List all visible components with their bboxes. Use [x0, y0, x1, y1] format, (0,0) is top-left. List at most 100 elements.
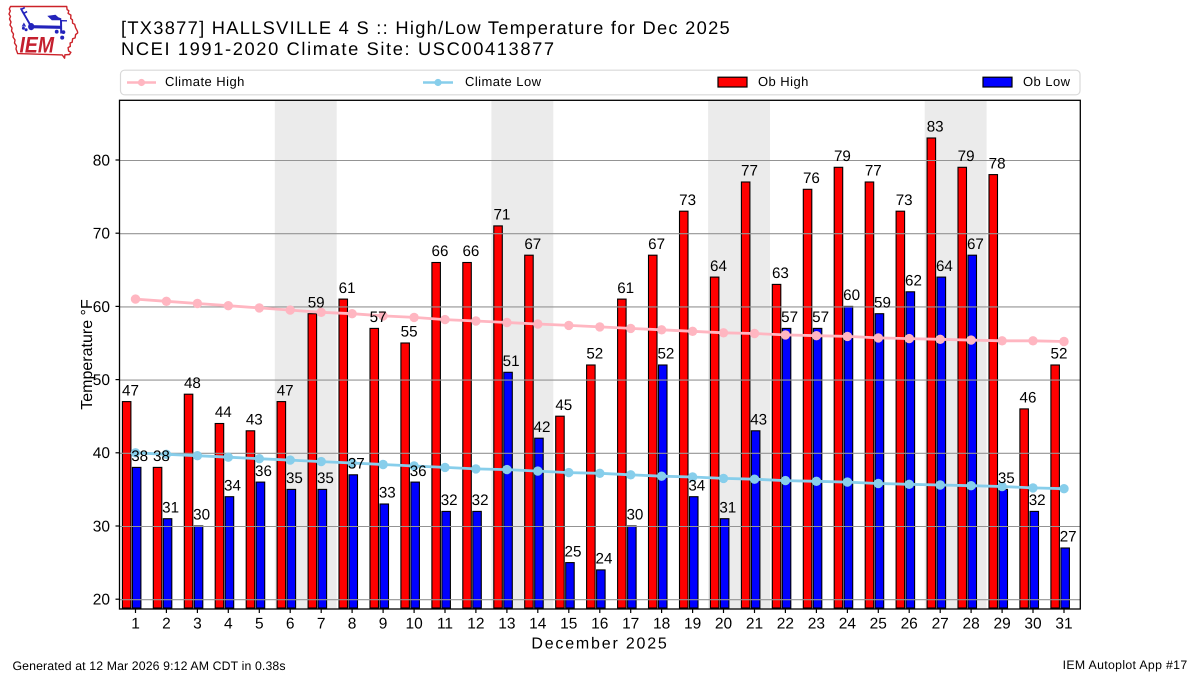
- svg-text:Generated at 12 Mar 2026 9:12: Generated at 12 Mar 2026 9:12 AM CDT in …: [13, 659, 286, 673]
- svg-text:47: 47: [122, 382, 139, 399]
- svg-text:73: 73: [679, 192, 696, 209]
- svg-text:57: 57: [812, 309, 829, 326]
- svg-text:60: 60: [93, 299, 111, 316]
- svg-text:Climate High: Climate High: [165, 74, 245, 89]
- svg-text:20: 20: [93, 592, 111, 609]
- svg-text:31: 31: [719, 499, 736, 516]
- svg-text:73: 73: [896, 192, 913, 209]
- svg-text:IEM Autoplot App #17: IEM Autoplot App #17: [1063, 658, 1188, 672]
- svg-text:28: 28: [962, 616, 979, 633]
- svg-text:67: 67: [967, 236, 984, 253]
- svg-text:38: 38: [153, 448, 170, 465]
- svg-text:21: 21: [746, 616, 763, 633]
- svg-text:Ob High: Ob High: [758, 74, 809, 89]
- svg-text:57: 57: [781, 309, 798, 326]
- svg-text:Ob Low: Ob Low: [1023, 74, 1071, 89]
- svg-text:3: 3: [193, 616, 202, 633]
- svg-text:25: 25: [870, 616, 887, 633]
- svg-text:6: 6: [286, 616, 295, 633]
- svg-text:79: 79: [958, 148, 975, 165]
- svg-text:83: 83: [927, 119, 944, 136]
- svg-text:10: 10: [405, 616, 423, 633]
- svg-text:December 2025: December 2025: [531, 636, 668, 653]
- svg-text:Climate Low: Climate Low: [465, 74, 542, 89]
- svg-text:34: 34: [224, 477, 241, 494]
- svg-text:70: 70: [93, 226, 111, 243]
- svg-text:14: 14: [529, 616, 547, 633]
- svg-text:35: 35: [286, 470, 303, 487]
- svg-text:66: 66: [462, 243, 479, 260]
- svg-text:30: 30: [626, 507, 643, 524]
- svg-text:1: 1: [131, 616, 140, 633]
- svg-text:24: 24: [839, 616, 857, 633]
- svg-text:26: 26: [901, 616, 918, 633]
- svg-text:15: 15: [560, 616, 577, 633]
- svg-text:77: 77: [865, 163, 882, 180]
- svg-text:24: 24: [596, 551, 613, 568]
- svg-text:11: 11: [437, 616, 453, 633]
- svg-text:78: 78: [989, 155, 1006, 172]
- svg-text:67: 67: [524, 236, 541, 253]
- svg-text:30: 30: [93, 518, 111, 535]
- svg-text:52: 52: [1051, 346, 1068, 363]
- svg-text:47: 47: [277, 382, 294, 399]
- svg-text:33: 33: [379, 485, 396, 502]
- svg-text:77: 77: [741, 163, 758, 180]
- svg-text:18: 18: [653, 616, 670, 633]
- svg-text:7: 7: [317, 616, 326, 633]
- svg-text:42: 42: [534, 419, 551, 436]
- svg-text:30: 30: [193, 507, 210, 524]
- svg-text:Temperature °F: Temperature °F: [79, 299, 96, 410]
- svg-text:IEM: IEM: [20, 32, 56, 57]
- svg-text:44: 44: [215, 404, 232, 421]
- svg-text:30: 30: [1024, 616, 1042, 633]
- svg-text:13: 13: [498, 616, 515, 633]
- svg-text:55: 55: [401, 324, 418, 341]
- svg-text:79: 79: [834, 148, 851, 165]
- svg-text:51: 51: [503, 353, 520, 370]
- svg-text:40: 40: [93, 445, 111, 462]
- svg-text:43: 43: [246, 412, 263, 429]
- svg-text:61: 61: [339, 280, 356, 297]
- svg-text:16: 16: [591, 616, 608, 633]
- svg-text:71: 71: [493, 207, 510, 224]
- svg-text:23: 23: [808, 616, 825, 633]
- svg-text:61: 61: [617, 280, 634, 297]
- svg-text:17: 17: [622, 616, 639, 633]
- svg-text:31: 31: [162, 499, 179, 516]
- svg-text:32: 32: [441, 492, 458, 509]
- svg-text:60: 60: [843, 287, 860, 304]
- svg-text:62: 62: [905, 273, 922, 290]
- svg-text:20: 20: [715, 616, 733, 633]
- svg-text:4: 4: [224, 616, 233, 633]
- svg-text:66: 66: [432, 243, 449, 260]
- svg-text:45: 45: [555, 397, 572, 414]
- svg-text:31: 31: [1055, 616, 1072, 633]
- svg-text:50: 50: [93, 372, 111, 389]
- svg-text:36: 36: [410, 463, 427, 480]
- svg-text:76: 76: [803, 170, 820, 187]
- svg-text:48: 48: [184, 375, 201, 392]
- svg-text:5: 5: [255, 616, 264, 633]
- svg-text:27: 27: [1060, 529, 1077, 546]
- svg-text:8: 8: [348, 616, 357, 633]
- svg-text:34: 34: [688, 477, 705, 494]
- svg-text:52: 52: [586, 346, 603, 363]
- svg-text:38: 38: [131, 448, 148, 465]
- svg-text:52: 52: [657, 346, 674, 363]
- svg-text:64: 64: [710, 258, 727, 275]
- svg-text:19: 19: [684, 616, 701, 633]
- svg-text:[TX3877] HALLSVILLE 4 S :: Hig: [TX3877] HALLSVILLE 4 S :: High/Low Temp…: [121, 17, 731, 38]
- svg-text:67: 67: [648, 236, 665, 253]
- svg-text:37: 37: [348, 456, 365, 473]
- svg-text:43: 43: [750, 412, 767, 429]
- svg-text:25: 25: [565, 543, 582, 560]
- svg-text:29: 29: [993, 616, 1010, 633]
- svg-text:80: 80: [93, 152, 111, 169]
- svg-text:36: 36: [255, 463, 272, 480]
- svg-text:2: 2: [162, 616, 171, 633]
- svg-text:NCEI 1991-2020 Climate Site: U: NCEI 1991-2020 Climate Site: USC00413877: [121, 38, 556, 59]
- svg-text:59: 59: [874, 294, 891, 311]
- svg-text:35: 35: [317, 470, 334, 487]
- svg-text:64: 64: [936, 258, 953, 275]
